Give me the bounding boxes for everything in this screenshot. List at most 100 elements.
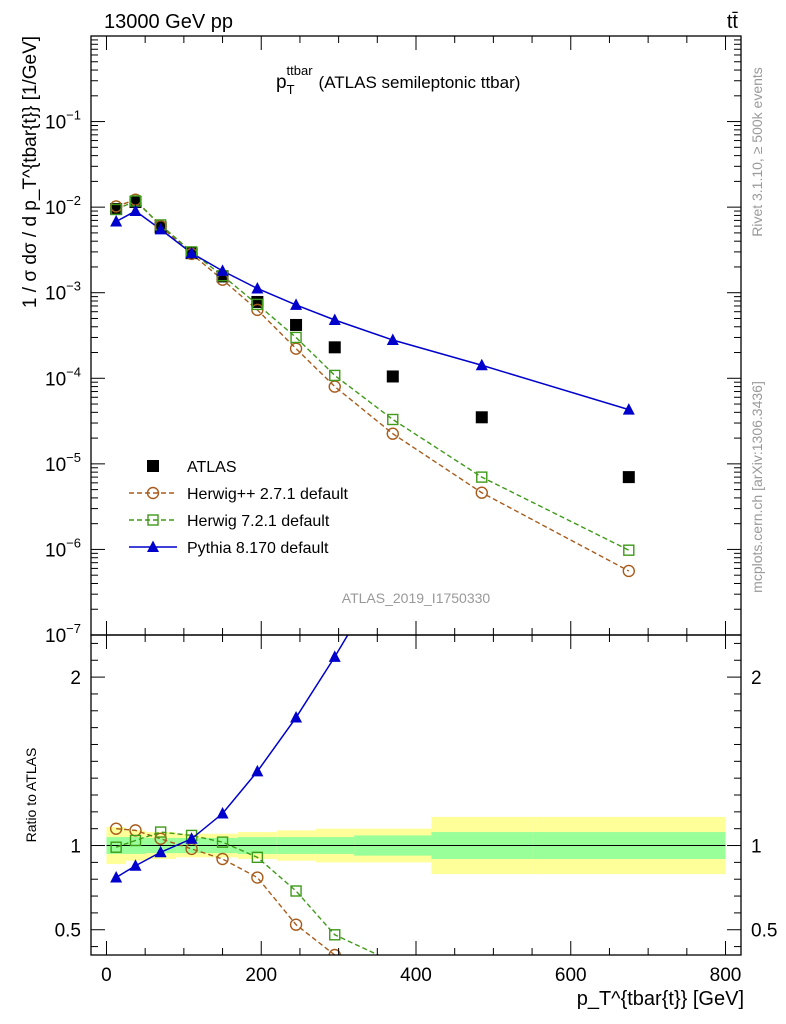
legend-label-herwig-7-2-1-default: Herwig 7.2.1 default: [187, 513, 330, 530]
y-tick-label-base: 10: [45, 284, 66, 305]
header-process-label: tt̄: [727, 11, 739, 33]
ratio-point-pythia-8-170-default: [185, 832, 198, 844]
ratio-point-herwig-2-7-1-default: [328, 948, 341, 955]
plot-title: pTttbar (ATLAS semileptonic ttbar): [276, 63, 520, 97]
data-point-pythia-8-170-default: [185, 246, 198, 259]
y-tick-label: 10−4: [45, 364, 81, 390]
y-tick-label: 10−5: [45, 450, 81, 476]
y-tick-label-base: 10: [45, 540, 66, 561]
x-tick-label: 800: [710, 965, 742, 986]
data-point-pythia-8-170-default: [216, 264, 229, 276]
data-point-atlas: [622, 471, 635, 484]
ratio-point-herwig-7-2-1-default: [110, 841, 122, 853]
data-point-herwig-2-7-1-default: [475, 486, 488, 499]
data-point-herwig-7-2-1-default: [387, 413, 399, 426]
ratio-y-tick-label-right: 1: [751, 837, 762, 858]
x-tick-label: 400: [400, 965, 432, 986]
y-tick-label: 10−2: [45, 193, 81, 219]
ratio-point-herwig-7-2-1-default: [329, 929, 341, 941]
side-label-rivet: Rivet 3.1.10, ≥ 500k events: [749, 67, 765, 237]
ratio-y-tick-label-right: 0.5: [751, 921, 777, 942]
data-point-pythia-8-170-default: [328, 313, 341, 325]
ratio-point-herwig-2-7-1-default: [109, 822, 123, 835]
plot-title-rest: (ATLAS semileptonic ttbar): [319, 73, 521, 92]
ratio-point-herwig-7-2-1-default: [154, 826, 167, 838]
data-point-herwig-7-2-1-default: [476, 471, 488, 483]
y-tick-label-exponent: −1: [66, 108, 81, 123]
data-point-pythia-8-170-default: [251, 282, 264, 294]
legend-marker-pythia-8-170-default: [147, 540, 159, 552]
ratio-y-tick-label: 1: [70, 837, 81, 858]
y-tick-label: 10−6: [45, 535, 81, 561]
data-point-herwig-2-7-1-default: [386, 427, 399, 440]
y-tick-label-exponent: −6: [66, 535, 81, 550]
data-point-herwig-2-7-1-default: [622, 564, 635, 578]
data-point-atlas: [110, 203, 123, 216]
ratio-line-herwig-7-2-1-default: [115, 831, 380, 955]
data-point-atlas: [290, 318, 303, 331]
ratio-point-pythia-8-170-default: [328, 650, 341, 662]
ratio-point-herwig-2-7-1-default: [251, 871, 264, 884]
y-tick-label-exponent: −5: [66, 450, 81, 465]
side-label-mcplots: mcplots.cern.ch [arXiv:1306.3436]: [749, 381, 765, 593]
series-line-herwig-7-2-1-default: [115, 200, 630, 551]
x-axis-label: p_T^{tbar{t}} [GeV]: [577, 988, 744, 1010]
ratio-point-herwig-7-2-1-default: [129, 834, 142, 847]
ratio-point-pythia-8-170-default: [129, 859, 142, 871]
ratio-point-herwig-7-2-1-default: [216, 836, 229, 848]
legend-marker-herwig-7-2-1-default: [147, 514, 159, 526]
y-axis-label: 1 / σ dσ / d p_T^{tbar{t}} [1/GeV]: [20, 36, 41, 308]
data-point-pythia-8-170-default: [129, 204, 142, 217]
x-tick-label: 600: [555, 965, 587, 986]
data-point-herwig-7-2-1-default: [290, 331, 302, 344]
main-panel-series: [109, 193, 635, 578]
ratio-panel-series: [109, 635, 380, 955]
ratio-point-pythia-8-170-default: [216, 807, 229, 819]
plot-title-sup: ttbar: [287, 63, 314, 78]
y-tick-label-base: 10: [45, 626, 66, 647]
data-point-pythia-8-170-default: [386, 333, 399, 346]
legend-label-herwig-2-7-1-default: Herwig++ 2.7.1 default: [187, 486, 349, 503]
y-tick-label-exponent: −7: [66, 621, 81, 636]
header-energy-label: 13000 GeV pp: [104, 11, 233, 33]
y-tick-label: 10−3: [45, 279, 81, 305]
data-point-atlas: [475, 411, 488, 424]
y-tick-label-base: 10: [45, 198, 66, 219]
y-tick-label-exponent: −4: [66, 364, 81, 379]
ratio-point-pythia-8-170-default: [154, 845, 167, 858]
data-point-atlas: [386, 370, 399, 383]
legend-marker-herwig-2-7-1-default: [146, 486, 160, 500]
data-point-herwig-7-2-1-default: [110, 203, 122, 216]
y-tick-label-exponent: −3: [66, 279, 81, 294]
ratio-y-tick-label: 2: [70, 668, 81, 689]
data-point-herwig-7-2-1-default: [623, 544, 635, 556]
data-point-pythia-8-170-default: [154, 222, 167, 235]
x-tick-label: 200: [245, 965, 277, 986]
data-point-pythia-8-170-default: [290, 298, 303, 310]
plot-title-main: p: [276, 72, 287, 93]
ratio-point-pythia-8-170-default: [110, 871, 123, 883]
data-point-pythia-8-170-default: [110, 214, 123, 227]
ratio-y-tick-label: 0.5: [55, 921, 81, 942]
ratio-y-tick-label-right: 2: [751, 668, 762, 689]
ratio-point-herwig-2-7-1-default: [216, 852, 229, 866]
ratio-point-herwig-7-2-1-default: [290, 885, 302, 897]
data-point-herwig-7-2-1-default: [329, 369, 341, 382]
ratio-point-pythia-8-170-default: [290, 711, 303, 723]
plot-title-sub: T: [287, 82, 295, 97]
legend-label-pythia-8-170-default: Pythia 8.170 default: [187, 540, 329, 557]
y-tick-label: 10−1: [45, 108, 81, 134]
ratio-point-herwig-2-7-1-default: [154, 832, 167, 845]
data-point-herwig-7-2-1-default: [251, 298, 264, 311]
y-tick-label-base: 10: [45, 455, 66, 476]
data-point-pythia-8-170-default: [475, 358, 488, 371]
ratio-point-pythia-8-170-default: [251, 764, 264, 777]
ratio-y-axis-label: Ratio to ATLAS: [23, 748, 39, 843]
y-tick-label-exponent: −2: [66, 193, 81, 208]
ratio-point-herwig-7-2-1-default: [251, 851, 264, 864]
data-point-pythia-8-170-default: [622, 403, 635, 415]
analysis-tag: ATLAS_2019_I1750330: [342, 590, 491, 606]
y-tick-label-base: 10: [45, 369, 66, 390]
legend-marker-atlas: [147, 460, 159, 472]
